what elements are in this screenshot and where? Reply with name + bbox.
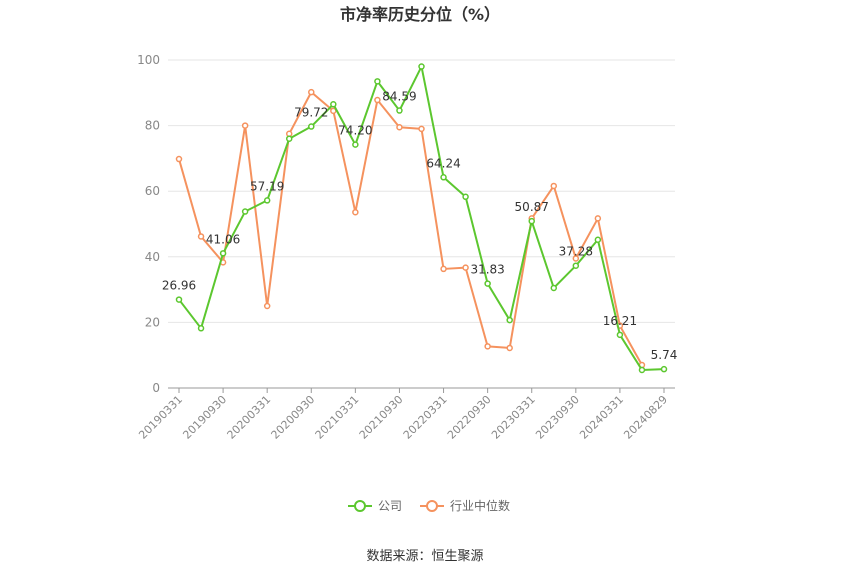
data-point bbox=[308, 123, 315, 130]
data-point bbox=[241, 122, 249, 129]
data-label: 26.96 bbox=[162, 279, 196, 293]
x-tick-label: 20230930 bbox=[533, 393, 582, 442]
data-point bbox=[352, 208, 359, 216]
data-point bbox=[484, 343, 491, 350]
data-source: 数据来源：恒生聚源 bbox=[366, 549, 483, 564]
data-point bbox=[396, 107, 403, 114]
y-tick-label: 80 bbox=[145, 119, 160, 133]
y-tick-label: 60 bbox=[145, 184, 160, 198]
x-tick-label: 20210331 bbox=[313, 393, 362, 442]
data-point bbox=[197, 325, 205, 332]
data-label: 64.24 bbox=[426, 156, 460, 170]
data-point bbox=[462, 193, 469, 201]
data-point bbox=[175, 155, 183, 163]
data-point bbox=[506, 344, 513, 352]
data-labels: 26.96 41.06 57.19 79.72 74.20 84.59 64.24 31.83… bbox=[162, 90, 678, 363]
data-label: 16.21 bbox=[603, 314, 637, 328]
data-label: 79.72 bbox=[294, 106, 328, 120]
data-label: 74.20 bbox=[338, 124, 372, 138]
series-layer bbox=[175, 63, 668, 374]
x-tick-label: 20240331 bbox=[577, 393, 626, 442]
data-point bbox=[175, 296, 183, 303]
series-line-行业中位数 bbox=[178, 91, 643, 366]
data-point bbox=[285, 135, 293, 142]
x-axis: 2019033120190930202003312020093020210331… bbox=[136, 388, 670, 442]
data-point bbox=[308, 88, 315, 96]
y-tick-label: 40 bbox=[145, 250, 160, 264]
chart-title: 市净率历史分位（%） bbox=[340, 5, 500, 24]
data-point bbox=[506, 316, 513, 324]
data-point bbox=[396, 123, 403, 131]
x-tick-label: 20200930 bbox=[269, 393, 318, 442]
data-label: 41.06 bbox=[206, 232, 240, 246]
data-label: 31.83 bbox=[470, 263, 504, 277]
x-tick-label: 20200331 bbox=[225, 393, 274, 442]
x-tick-label: 20210930 bbox=[357, 393, 406, 442]
data-point bbox=[263, 302, 271, 310]
y-tick-label: 100 bbox=[137, 53, 160, 67]
legend-marker bbox=[354, 500, 366, 512]
series-line-公司 bbox=[178, 65, 665, 371]
data-point bbox=[638, 366, 646, 374]
x-tick-label: 20240829 bbox=[621, 393, 670, 442]
x-tick-label: 20220331 bbox=[401, 393, 450, 442]
data-point bbox=[594, 236, 602, 243]
x-tick-label: 20190331 bbox=[136, 393, 185, 442]
legend: 公司 行业中位数 bbox=[348, 498, 510, 513]
data-label: 37.28 bbox=[559, 245, 593, 259]
data-point bbox=[352, 141, 359, 148]
data-point bbox=[572, 255, 580, 262]
data-point bbox=[219, 250, 227, 257]
data-point bbox=[660, 365, 668, 373]
data-point bbox=[462, 264, 469, 271]
data-point bbox=[484, 280, 491, 287]
data-point bbox=[418, 125, 425, 133]
data-point bbox=[241, 208, 249, 215]
y-tick-label: 20 bbox=[145, 315, 160, 329]
data-label: 5.74 bbox=[651, 348, 678, 362]
x-tick-label: 20220930 bbox=[445, 393, 494, 442]
data-point bbox=[440, 265, 447, 273]
x-tick-label: 20230331 bbox=[489, 393, 538, 442]
x-tick-label: 20190930 bbox=[180, 393, 229, 442]
data-point bbox=[197, 233, 205, 240]
legend-label: 行业中位数 bbox=[450, 498, 510, 513]
data-point bbox=[330, 101, 337, 108]
data-point bbox=[550, 284, 558, 292]
y-axis: 0 20 40 60 80 100 bbox=[137, 53, 160, 395]
data-label: 50.87 bbox=[515, 200, 549, 214]
data-point bbox=[440, 174, 447, 181]
data-point bbox=[374, 78, 381, 85]
legend-marker bbox=[426, 500, 438, 512]
data-point bbox=[594, 215, 602, 222]
y-tick-label: 0 bbox=[152, 381, 160, 395]
data-point bbox=[572, 262, 580, 269]
data-point bbox=[616, 331, 624, 339]
data-point bbox=[418, 63, 425, 70]
data-label: 57.19 bbox=[250, 179, 284, 193]
data-point bbox=[263, 197, 271, 204]
legend-label: 公司 bbox=[378, 499, 402, 513]
data-point bbox=[528, 217, 535, 225]
data-point bbox=[550, 182, 558, 190]
data-point bbox=[374, 96, 381, 104]
data-label: 84.59 bbox=[382, 90, 416, 104]
